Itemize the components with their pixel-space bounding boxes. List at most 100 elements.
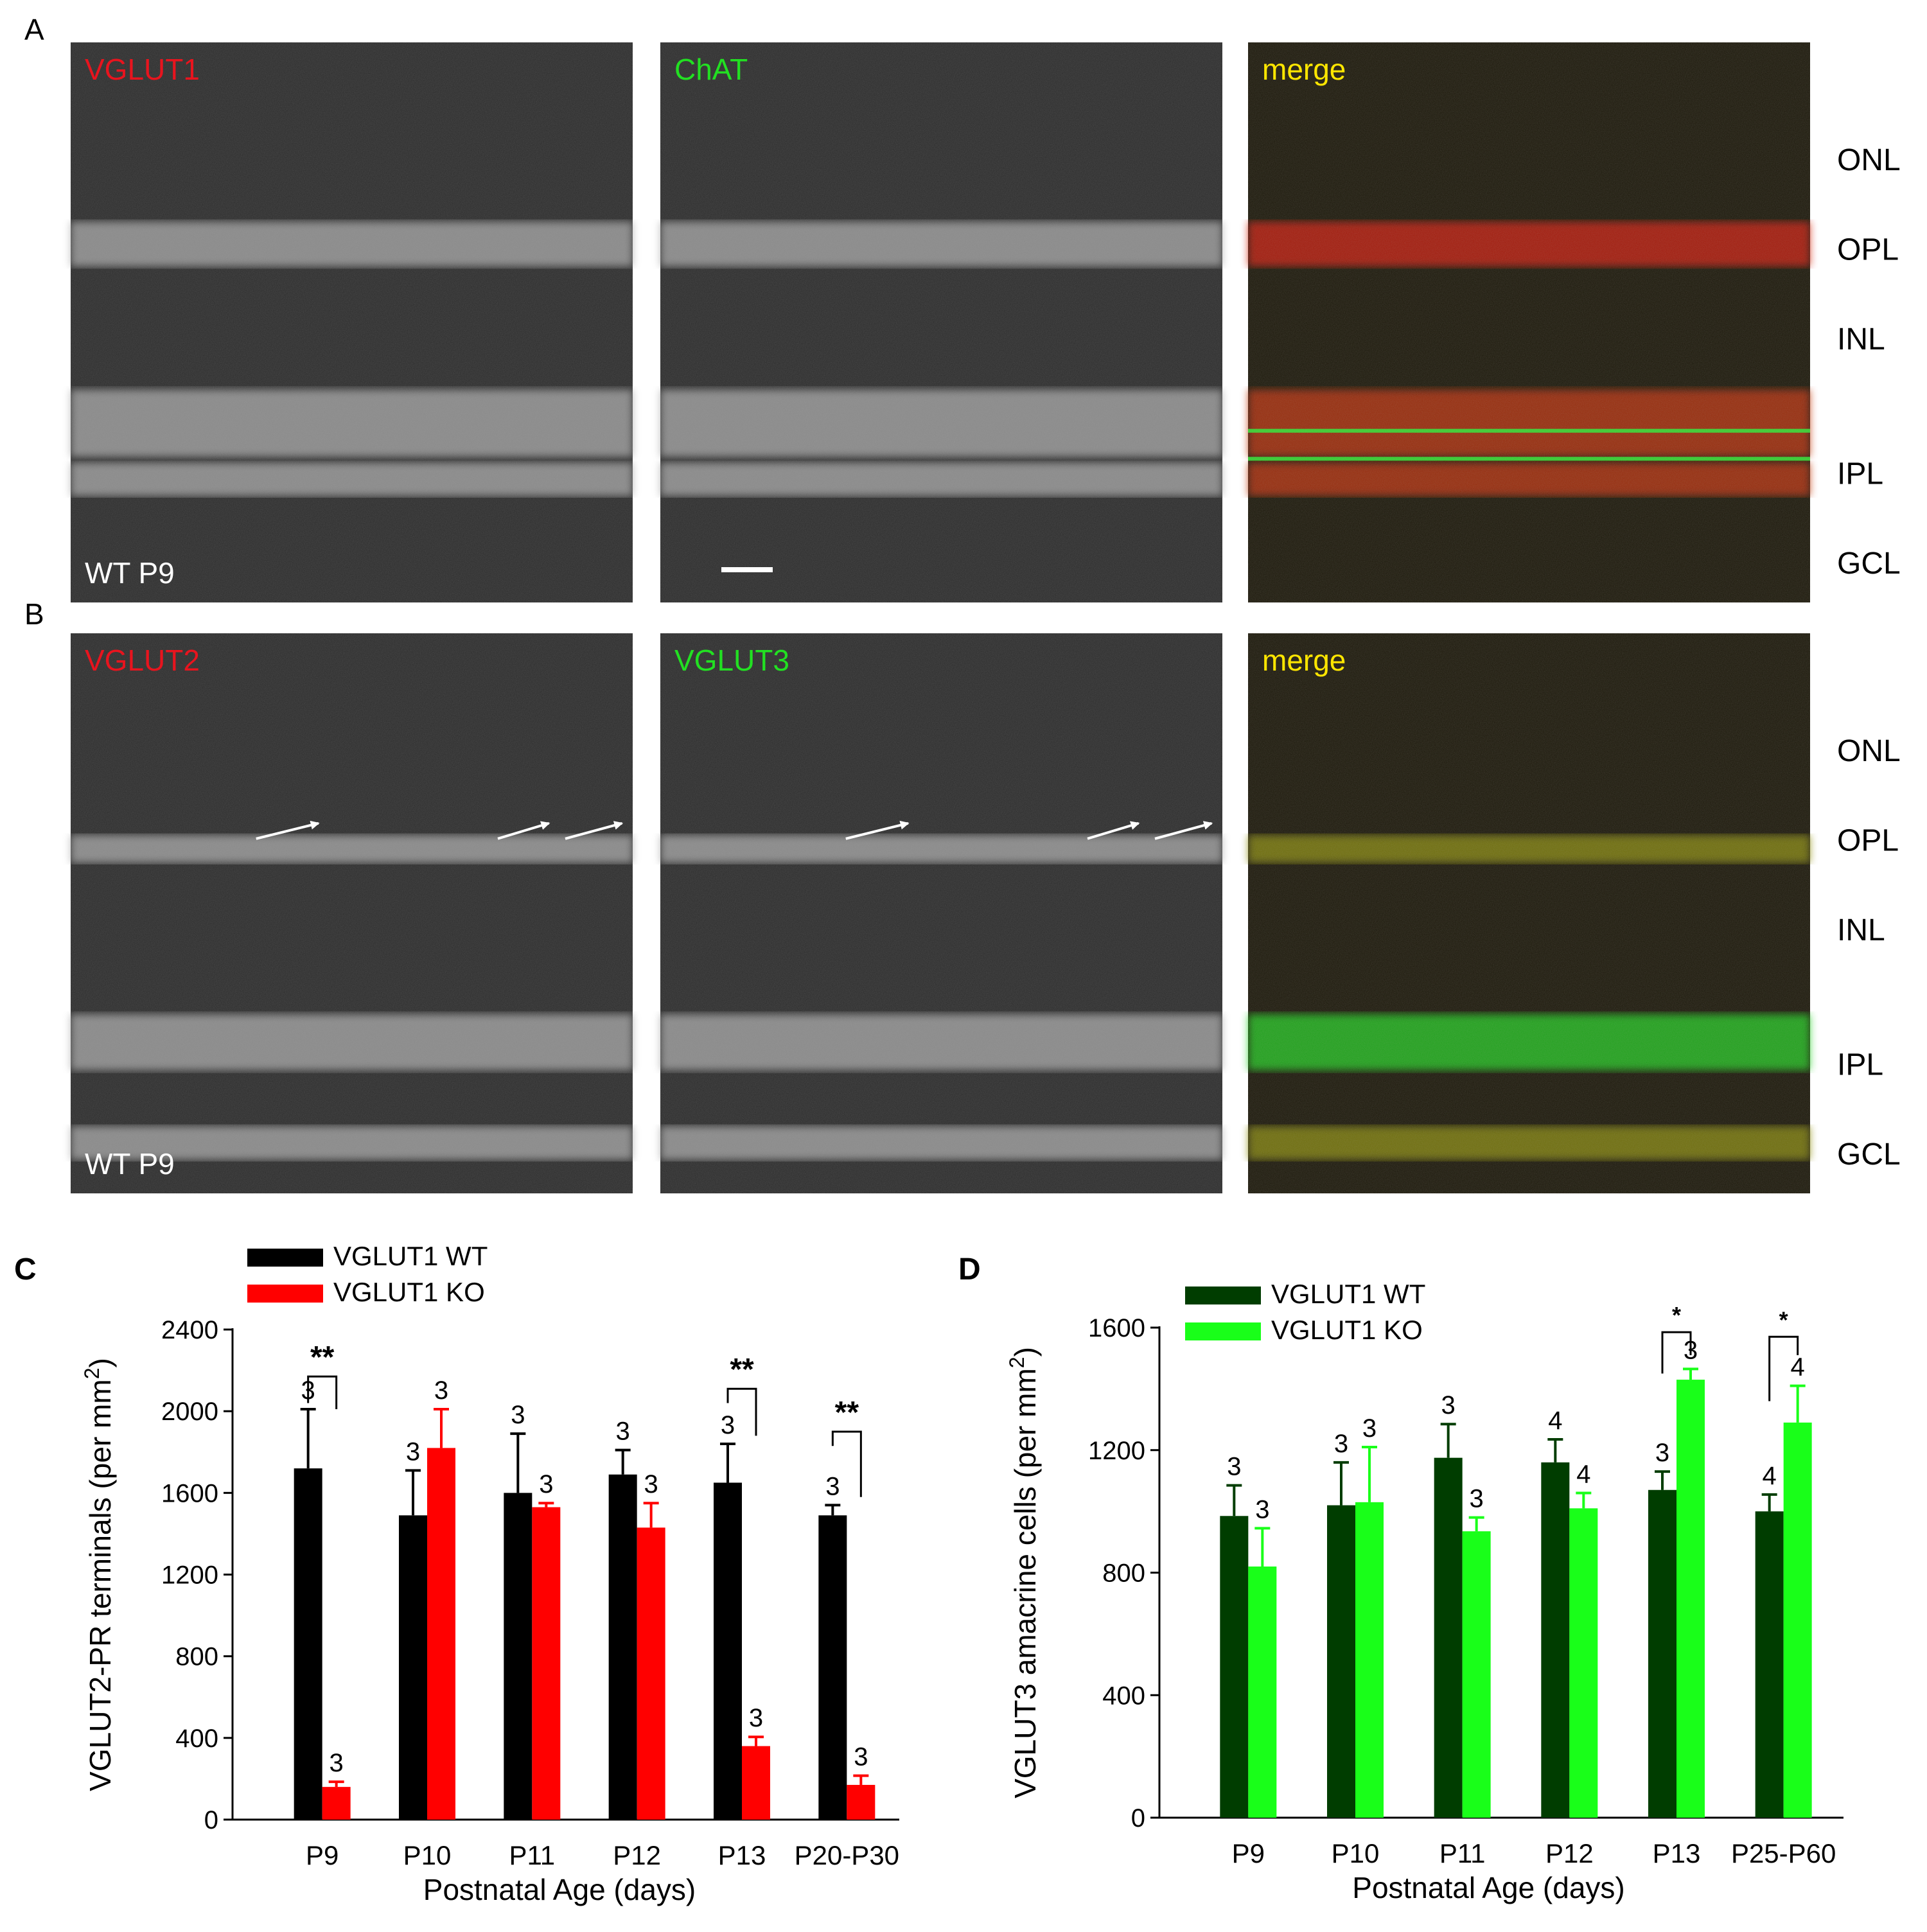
n-label: 3 — [721, 1411, 735, 1439]
bar-ko — [1783, 1422, 1812, 1818]
n-label: 3 — [406, 1437, 420, 1466]
x-tick-label: P11 — [509, 1840, 556, 1870]
micrograph-a-1: VGLUT1 WT P9 — [71, 42, 633, 602]
panel-letter-b: B — [24, 597, 44, 631]
micrograph-texture — [1248, 42, 1810, 602]
n-label: 3 — [1227, 1453, 1241, 1481]
arrow-icon — [565, 821, 624, 840]
n-label: 3 — [434, 1376, 448, 1405]
bar-ko — [1355, 1502, 1384, 1818]
n-label: 4 — [1576, 1461, 1590, 1489]
layer-label: INL — [1837, 322, 1885, 356]
bar-wt — [714, 1482, 742, 1820]
y-tick-label: 0 — [204, 1806, 218, 1834]
n-label: 3 — [1655, 1439, 1669, 1467]
bar-ko — [532, 1507, 561, 1820]
layer-label: ONL — [1837, 143, 1901, 177]
sample-label: WT P9 — [85, 556, 175, 590]
panel-letter-a: A — [24, 13, 44, 46]
layer-label: IPL — [1837, 457, 1883, 491]
y-axis-label: VGLUT2-PR terminals (per mm2) — [80, 1358, 117, 1791]
x-tick-label: P13 — [1653, 1838, 1701, 1868]
n-label: 3 — [1441, 1391, 1456, 1419]
significance-label: * — [1672, 1302, 1681, 1328]
y-tick-label: 400 — [175, 1725, 218, 1753]
n-label: 3 — [1470, 1485, 1484, 1513]
x-axis-label: Postnatal Age (days) — [423, 1873, 696, 1906]
n-label: 4 — [1548, 1407, 1562, 1435]
micrograph-a-2: ChAT — [660, 42, 1222, 602]
micrograph-rows: VGLUT1 WT P9 ChAT merge ONL OPL INL IPL GCL VGLUT… — [71, 42, 1901, 1193]
x-tick-label: P12 — [613, 1840, 661, 1870]
n-label: 3 — [825, 1472, 840, 1500]
bar-wt — [1220, 1516, 1249, 1818]
bar-ko — [847, 1784, 876, 1820]
significance-bracket — [307, 1375, 338, 1409]
channel-label: merge — [1262, 644, 1346, 677]
x-tick-label: P9 — [1232, 1838, 1265, 1868]
significance-label: ** — [310, 1340, 335, 1374]
layer-label: GCL — [1837, 1137, 1901, 1172]
legend-label: VGLUT1 KO — [333, 1277, 485, 1307]
channel-label: ChAT — [674, 53, 748, 86]
y-tick-label: 800 — [175, 1643, 218, 1671]
bar-wt — [294, 1468, 322, 1820]
legend-label: VGLUT1 KO — [1271, 1315, 1423, 1345]
bar-wt — [1541, 1462, 1570, 1818]
panel-letter-c: C — [14, 1252, 37, 1287]
n-label: 3 — [1255, 1495, 1269, 1524]
significance-label: ** — [835, 1396, 859, 1430]
n-label: 3 — [539, 1470, 553, 1498]
layer-label: GCL — [1837, 547, 1901, 581]
bar-wt — [504, 1493, 532, 1820]
bar-wt — [608, 1474, 637, 1820]
significance-label: * — [1779, 1306, 1788, 1333]
layer-label: INL — [1837, 913, 1885, 947]
panel-letter-d: D — [958, 1252, 981, 1287]
chart-c: C 0 400 800 1200 1600 2000 2400 VGLUT2-PR termin… — [14, 1241, 899, 1906]
n-label: 3 — [511, 1401, 525, 1429]
bar-wt — [1755, 1511, 1784, 1818]
micrograph-texture — [660, 42, 1222, 602]
arrow-icon — [256, 820, 320, 840]
y-tick-label: 1600 — [161, 1479, 218, 1507]
y-tick-label: 400 — [1102, 1682, 1145, 1710]
y-tick-label: 2000 — [161, 1398, 218, 1426]
channel-label: VGLUT3 — [674, 644, 789, 677]
micrograph-b-1: VGLUT2 WT P9 — [71, 633, 633, 1193]
arrow-icon — [1154, 821, 1213, 840]
significance-label: ** — [730, 1353, 754, 1387]
legend-swatch — [1185, 1287, 1261, 1304]
bar-ko — [637, 1527, 665, 1820]
y-tick-label: 800 — [1102, 1559, 1145, 1588]
bar-ko — [742, 1746, 770, 1820]
x-tick-label: P11 — [1439, 1838, 1486, 1868]
layer-label: OPL — [1837, 824, 1899, 858]
n-label: 3 — [749, 1704, 763, 1732]
channel-label: VGLUT2 — [85, 644, 200, 677]
significance-bracket — [831, 1430, 862, 1497]
x-tick-label: P12 — [1545, 1838, 1594, 1868]
bar-ko — [1676, 1380, 1705, 1818]
bar-ko — [322, 1787, 351, 1820]
x-axis-label: Postnatal Age (days) — [1352, 1871, 1624, 1904]
y-tick-label: 1200 — [161, 1561, 218, 1590]
arrow-icon — [845, 820, 910, 840]
x-tick-label: P25-P60 — [1731, 1838, 1836, 1868]
y-tick-label: 2400 — [161, 1316, 218, 1344]
n-label: 4 — [1763, 1462, 1777, 1490]
x-tick-label: P10 — [403, 1840, 452, 1870]
layer-label: OPL — [1837, 233, 1899, 267]
legend-swatch — [247, 1249, 323, 1267]
layer-label: ONL — [1837, 734, 1901, 768]
scale-bar — [721, 567, 773, 572]
x-tick-label: P20-P30 — [795, 1840, 899, 1870]
bar-ko — [1462, 1531, 1491, 1818]
y-axis-label: VGLUT3 amacrine cells (per mm2) — [1005, 1347, 1042, 1798]
micrograph-a-3: merge — [1248, 42, 1810, 602]
bar-ko — [427, 1448, 455, 1820]
arrow-icon — [1087, 821, 1140, 840]
layer-label: IPL — [1837, 1048, 1883, 1082]
n-label: 3 — [644, 1470, 658, 1498]
micrograph-texture — [1248, 633, 1810, 1193]
